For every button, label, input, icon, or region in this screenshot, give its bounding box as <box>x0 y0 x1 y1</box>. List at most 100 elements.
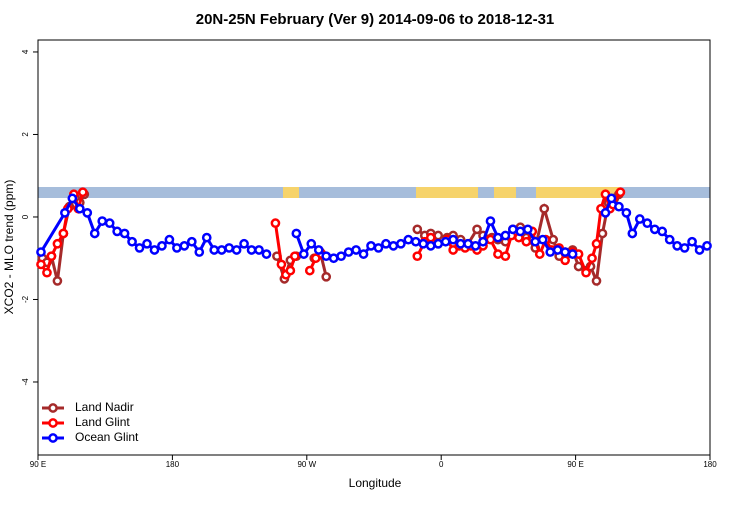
point <box>591 238 602 249</box>
point <box>179 240 190 251</box>
point <box>581 267 591 278</box>
point <box>539 203 550 214</box>
point <box>642 218 653 229</box>
point <box>621 207 632 218</box>
point <box>388 240 399 251</box>
point <box>634 214 645 224</box>
point <box>343 247 354 257</box>
point <box>614 201 624 212</box>
point <box>521 236 532 247</box>
point <box>36 259 46 270</box>
point <box>201 232 212 243</box>
point <box>112 226 122 237</box>
x-tick-label: 90 E <box>30 460 46 469</box>
point <box>254 245 264 255</box>
point <box>134 243 145 253</box>
point <box>321 251 332 262</box>
point <box>534 249 545 259</box>
point <box>46 251 57 262</box>
point <box>36 247 46 257</box>
y-tick-label: 4 <box>21 49 30 54</box>
point <box>164 234 175 245</box>
point <box>224 243 234 253</box>
point <box>657 226 668 237</box>
point <box>606 193 617 204</box>
point <box>261 249 272 259</box>
point <box>493 249 503 259</box>
point <box>587 253 597 264</box>
point <box>313 245 324 255</box>
point <box>194 247 205 257</box>
point <box>567 249 578 259</box>
point <box>58 228 69 239</box>
point <box>410 236 421 247</box>
y-tick-label: -4 <box>21 378 30 386</box>
point <box>52 238 63 249</box>
point <box>77 187 88 198</box>
map-strip <box>38 187 710 198</box>
point <box>694 245 705 255</box>
point <box>500 251 511 262</box>
legend-marker <box>48 433 58 443</box>
point <box>664 234 675 245</box>
ocean-strip <box>38 187 710 198</box>
point <box>82 207 93 218</box>
point <box>478 236 488 247</box>
point <box>455 238 466 249</box>
point <box>186 236 197 247</box>
point <box>627 228 638 239</box>
point <box>485 216 496 226</box>
point <box>679 243 690 253</box>
point <box>358 249 369 259</box>
point <box>560 255 570 266</box>
land-patch <box>283 187 299 198</box>
point <box>306 238 317 249</box>
point <box>67 193 78 204</box>
point <box>500 230 511 241</box>
x-tick-label: 90 E <box>567 460 583 469</box>
point <box>508 224 518 235</box>
point <box>687 236 697 247</box>
y-tick-label: -2 <box>21 295 30 303</box>
point <box>560 247 570 257</box>
point <box>600 207 611 218</box>
point <box>470 240 481 251</box>
x-tick-label: 180 <box>703 460 717 469</box>
legend-label: Ocean Glint <box>75 430 139 444</box>
point <box>97 216 108 226</box>
land-patch <box>494 187 516 198</box>
point <box>412 224 423 235</box>
point <box>291 228 302 239</box>
point <box>336 251 346 262</box>
point <box>591 276 602 286</box>
point <box>60 207 70 218</box>
point <box>351 245 361 255</box>
point <box>89 228 100 239</box>
point <box>209 245 220 255</box>
point <box>448 234 458 245</box>
point <box>142 238 152 249</box>
point <box>530 236 541 247</box>
point <box>381 238 391 249</box>
point <box>373 243 384 253</box>
point <box>418 238 429 249</box>
point <box>270 218 281 229</box>
point <box>321 271 332 282</box>
point <box>440 236 451 247</box>
point <box>149 245 160 255</box>
point <box>231 245 242 255</box>
point <box>298 249 309 259</box>
point <box>515 226 526 237</box>
point <box>548 234 559 245</box>
point <box>304 265 315 276</box>
land-patch <box>536 187 620 198</box>
point <box>702 240 712 251</box>
point <box>157 240 167 251</box>
legend-label: Land Nadir <box>75 400 134 414</box>
land-patch <box>416 187 478 198</box>
x-axis-label: Longitude <box>349 476 402 490</box>
point <box>649 224 660 235</box>
point <box>403 234 414 245</box>
point <box>290 251 300 262</box>
